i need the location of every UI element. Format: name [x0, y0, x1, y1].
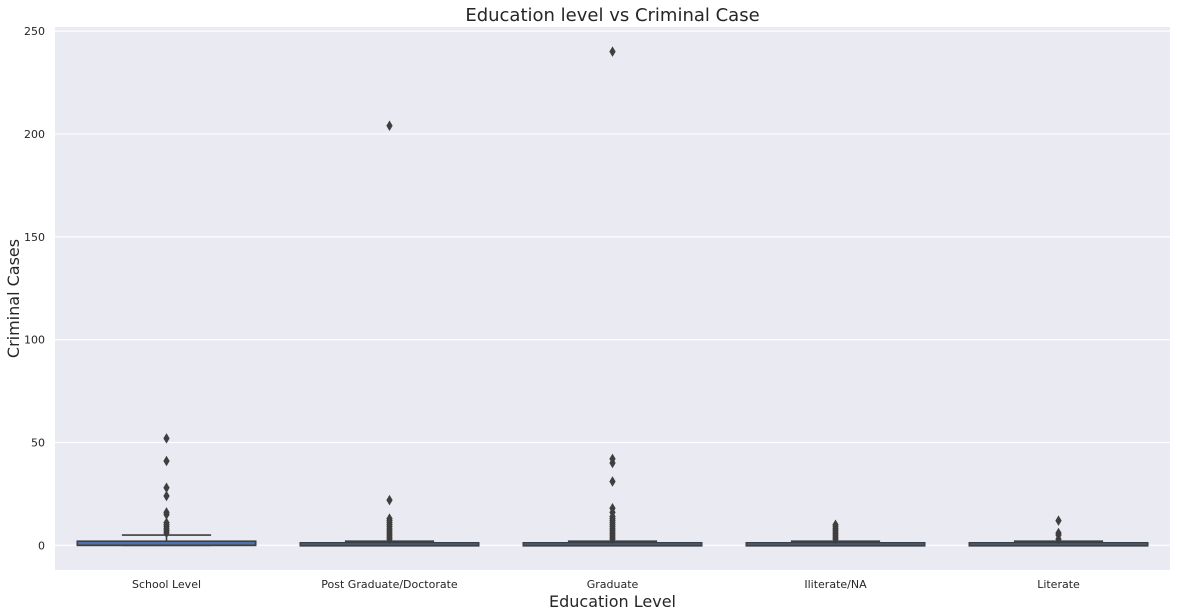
- y-tick-label: 200: [24, 128, 45, 141]
- outlier-point: [386, 494, 393, 506]
- outlier-point: [386, 513, 393, 524]
- outlier-point: [1055, 527, 1062, 539]
- x-tick-label: School Level: [132, 578, 201, 591]
- outlier-point: [163, 507, 170, 518]
- outlier-point: [609, 503, 616, 514]
- x-tick-label: Literate: [1037, 578, 1080, 591]
- box-group: [968, 515, 1149, 547]
- y-tick-label: 250: [24, 25, 45, 38]
- outlier-point: [163, 482, 170, 493]
- box-group: [745, 519, 926, 547]
- outlier-point: [163, 433, 170, 444]
- y-tick-label: 50: [31, 436, 45, 449]
- x-tick-labels: School Level Post Graduate/Doctorate Gradu…: [132, 578, 1080, 591]
- outlier-point: [832, 519, 839, 530]
- x-tick-label: Graduate: [587, 578, 639, 591]
- y-tick-label: 100: [24, 334, 45, 347]
- y-tick-label: 0: [38, 539, 45, 552]
- box-group: [522, 46, 703, 547]
- box-group: [76, 433, 257, 547]
- outlier-point: [609, 476, 616, 487]
- box-group: [299, 120, 480, 547]
- plot-area: [55, 27, 1170, 570]
- outlier-point: [163, 517, 170, 528]
- box-series: [76, 46, 1149, 547]
- x-tick-label: Iliterate/NA: [804, 578, 867, 591]
- outlier-point: [609, 46, 616, 57]
- y-tick-labels: 0 50 100 150 200 250: [24, 25, 45, 552]
- y-axis-label: Criminal Cases: [4, 239, 23, 358]
- outlier-point: [163, 490, 170, 502]
- y-tick-label: 150: [24, 231, 45, 244]
- outlier-point: [1055, 515, 1062, 526]
- chart-title: Education level vs Criminal Case: [465, 5, 759, 26]
- outlier-point: [163, 455, 170, 467]
- x-axis-label: Education Level: [549, 592, 676, 611]
- outlier-point: [609, 453, 616, 465]
- outlier-point: [386, 120, 393, 131]
- x-tick-label: Post Graduate/Doctorate: [321, 578, 458, 591]
